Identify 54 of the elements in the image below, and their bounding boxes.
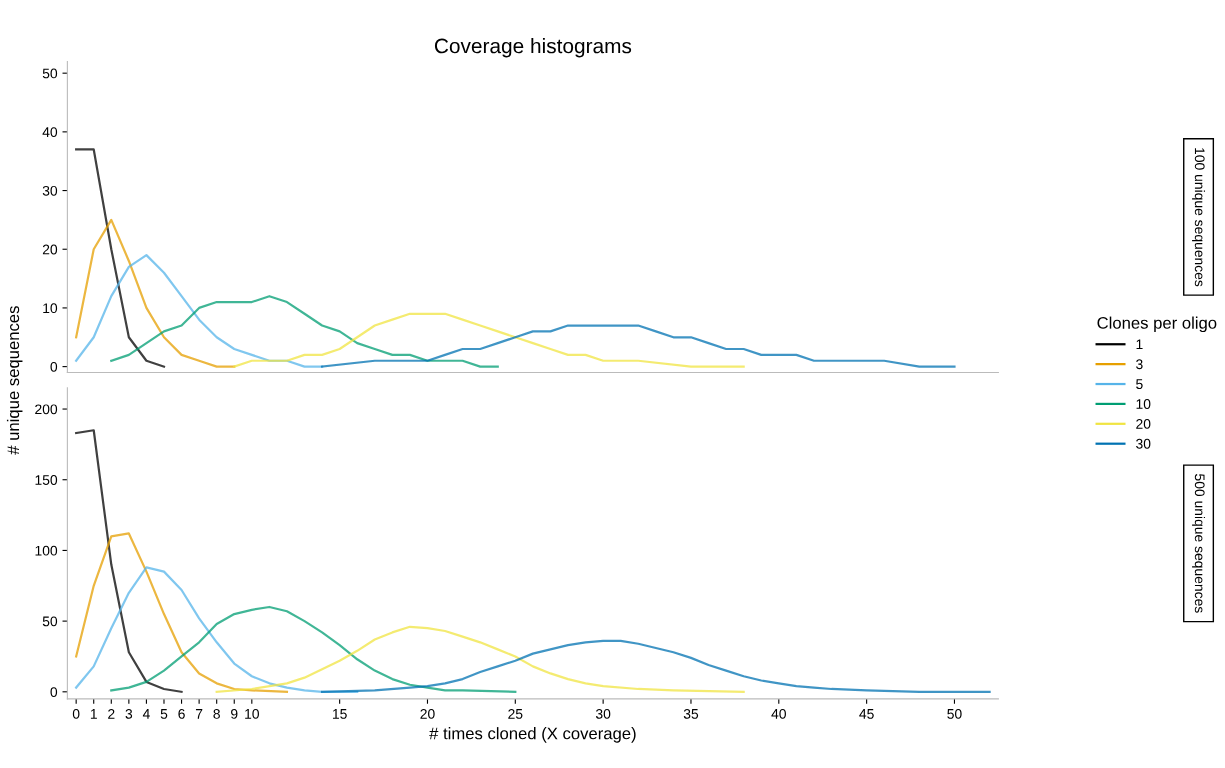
x-axis-title: # times cloned (X coverage) xyxy=(429,727,636,743)
x-tick-label: 35 xyxy=(683,708,699,719)
line-series xyxy=(233,312,745,368)
legend-label: 30 xyxy=(1136,438,1151,449)
x-tick-label: 10 xyxy=(245,708,259,719)
line-series xyxy=(320,639,991,693)
x-tick-label: 40 xyxy=(771,708,786,719)
x-tick-label: 50 xyxy=(947,708,962,719)
text: 500 unique sequences xyxy=(1192,474,1206,613)
y-tick-label: 10 xyxy=(43,303,58,314)
x-tick-label: 2 xyxy=(108,708,115,719)
x-tick-label: 45 xyxy=(859,709,874,719)
chart-title: Coverage histograms xyxy=(434,38,632,58)
x-tick-label: 4 xyxy=(142,709,150,719)
x-tick-label: 30 xyxy=(595,708,611,719)
line-series xyxy=(75,254,324,368)
y-tick-label: 50 xyxy=(42,68,58,79)
y-tick-label: 0 xyxy=(50,687,58,697)
line-series xyxy=(75,429,183,693)
y-tick-label: 0 xyxy=(50,361,58,372)
x-tick-label: 7 xyxy=(195,709,203,719)
line-series xyxy=(75,148,166,368)
y-tick-label: 40 xyxy=(42,127,58,138)
x-tick-label: 3 xyxy=(125,708,133,719)
x-tick-label: 8 xyxy=(213,708,220,719)
line-series xyxy=(215,625,745,693)
line-series xyxy=(320,324,956,368)
x-tick-label: 25 xyxy=(508,708,523,719)
y-tick-label: 30 xyxy=(42,185,58,196)
line-series xyxy=(75,532,289,693)
line-series xyxy=(75,218,236,368)
legend-label: 3 xyxy=(1136,359,1143,370)
y-tick-label: 50 xyxy=(42,616,58,627)
line-series xyxy=(110,295,499,368)
legend-label: 20 xyxy=(1136,418,1151,429)
x-tick-label: 20 xyxy=(420,708,435,719)
legend-label: 1 xyxy=(1136,339,1143,350)
text: 100 unique sequences xyxy=(1192,148,1206,287)
legend-label: 10 xyxy=(1136,399,1151,409)
legend-title: Clones per oligo xyxy=(1097,316,1217,333)
legend-label: 5 xyxy=(1136,379,1143,390)
y-tick-label: 20 xyxy=(42,244,58,255)
y-tick-label: 200 xyxy=(35,404,58,415)
x-tick-label: 9 xyxy=(231,708,238,719)
x-tick-label: 6 xyxy=(178,708,185,719)
line-series xyxy=(110,605,517,693)
y-tick-label: 100 xyxy=(35,545,58,556)
y-tick-label: 150 xyxy=(35,475,58,485)
y-axis-title: # unique sequences xyxy=(6,306,23,455)
x-tick-label: 1 xyxy=(90,709,97,719)
x-tick-label: 15 xyxy=(332,709,347,719)
line-series xyxy=(75,566,359,693)
x-tick-label: 0 xyxy=(72,708,80,719)
x-tick-label: 5 xyxy=(160,709,168,719)
